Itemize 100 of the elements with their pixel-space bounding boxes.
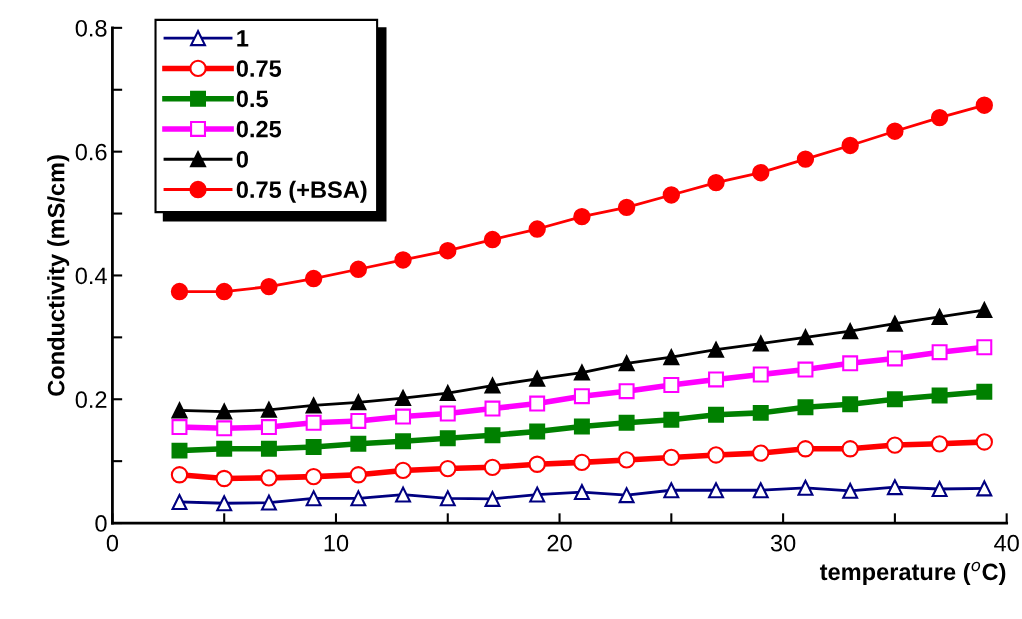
legend-label: 0.5 bbox=[236, 90, 268, 108]
x-axis-title: temperature ($^{o}$C) bbox=[819, 561, 1006, 585]
point bbox=[395, 408, 412, 425]
x-tick-label: 20 bbox=[547, 534, 572, 552]
point bbox=[708, 371, 725, 388]
legend-label: 0.75 bbox=[236, 60, 282, 77]
point bbox=[752, 366, 769, 383]
point bbox=[305, 397, 322, 414]
point bbox=[931, 308, 948, 325]
point bbox=[573, 484, 590, 501]
point bbox=[796, 150, 815, 168]
point bbox=[395, 486, 412, 503]
point bbox=[304, 269, 323, 288]
point bbox=[752, 335, 769, 352]
point bbox=[707, 446, 725, 464]
point bbox=[484, 427, 501, 444]
point bbox=[528, 220, 546, 238]
point bbox=[260, 494, 277, 511]
point bbox=[216, 403, 233, 420]
point bbox=[215, 282, 233, 301]
point bbox=[930, 108, 949, 127]
point bbox=[797, 479, 814, 496]
point bbox=[215, 469, 233, 488]
point bbox=[171, 494, 188, 510]
point bbox=[483, 230, 502, 249]
point bbox=[305, 438, 322, 455]
point bbox=[663, 377, 680, 393]
point bbox=[975, 433, 993, 451]
y-tick-label: 0.6 bbox=[75, 143, 107, 161]
point bbox=[260, 469, 278, 487]
point bbox=[305, 414, 322, 431]
point bbox=[663, 411, 680, 428]
point bbox=[707, 173, 725, 192]
point bbox=[350, 394, 367, 411]
point bbox=[931, 344, 948, 361]
point bbox=[886, 350, 903, 367]
x-tick-label: 40 bbox=[994, 534, 1019, 552]
point bbox=[931, 387, 948, 404]
x-tick-label: 30 bbox=[770, 534, 796, 552]
point bbox=[439, 490, 456, 507]
point bbox=[662, 448, 681, 467]
point bbox=[886, 479, 903, 496]
point bbox=[171, 402, 188, 419]
point bbox=[842, 396, 859, 413]
point bbox=[439, 430, 456, 447]
y-tick-label: 0.8 bbox=[75, 19, 107, 37]
point bbox=[886, 391, 903, 408]
point bbox=[886, 122, 904, 140]
point bbox=[395, 390, 412, 406]
point bbox=[976, 383, 993, 400]
point bbox=[394, 461, 412, 480]
point bbox=[394, 251, 412, 269]
point bbox=[171, 419, 188, 436]
point bbox=[708, 406, 725, 423]
point bbox=[349, 466, 368, 484]
point bbox=[350, 412, 367, 429]
point bbox=[439, 385, 456, 402]
y-axis-title: Conductivity (mS/cm) bbox=[47, 155, 70, 396]
point bbox=[752, 164, 770, 182]
point bbox=[663, 349, 680, 366]
point bbox=[841, 440, 859, 458]
y-tick-label: 0.4 bbox=[75, 267, 107, 285]
point bbox=[573, 207, 591, 226]
point bbox=[260, 419, 277, 436]
point bbox=[439, 459, 457, 478]
legend-label: 0.75 (+BSA) bbox=[236, 180, 367, 203]
point bbox=[886, 315, 903, 332]
point bbox=[350, 490, 367, 507]
point bbox=[350, 435, 367, 452]
point bbox=[752, 444, 770, 462]
point bbox=[931, 481, 948, 497]
point bbox=[395, 433, 412, 450]
point bbox=[439, 405, 456, 422]
point bbox=[529, 486, 546, 503]
point bbox=[618, 355, 635, 372]
point bbox=[976, 339, 993, 356]
point bbox=[573, 364, 590, 381]
point bbox=[305, 490, 322, 507]
point bbox=[976, 302, 993, 319]
point bbox=[260, 401, 277, 418]
point bbox=[618, 383, 635, 400]
point bbox=[841, 136, 859, 155]
legend-label: 0.25 bbox=[236, 120, 282, 138]
point bbox=[976, 480, 993, 497]
point bbox=[529, 423, 546, 440]
point bbox=[171, 442, 188, 459]
point bbox=[617, 451, 636, 469]
x-tick-label: 0 bbox=[106, 534, 119, 552]
point bbox=[573, 453, 591, 472]
point bbox=[216, 440, 233, 457]
point bbox=[216, 420, 233, 437]
point bbox=[170, 282, 189, 301]
point bbox=[484, 377, 501, 394]
point bbox=[439, 242, 457, 260]
point bbox=[573, 388, 590, 405]
point bbox=[484, 400, 501, 417]
point bbox=[842, 323, 859, 340]
point bbox=[752, 482, 769, 499]
point bbox=[573, 418, 590, 435]
point bbox=[708, 341, 725, 358]
